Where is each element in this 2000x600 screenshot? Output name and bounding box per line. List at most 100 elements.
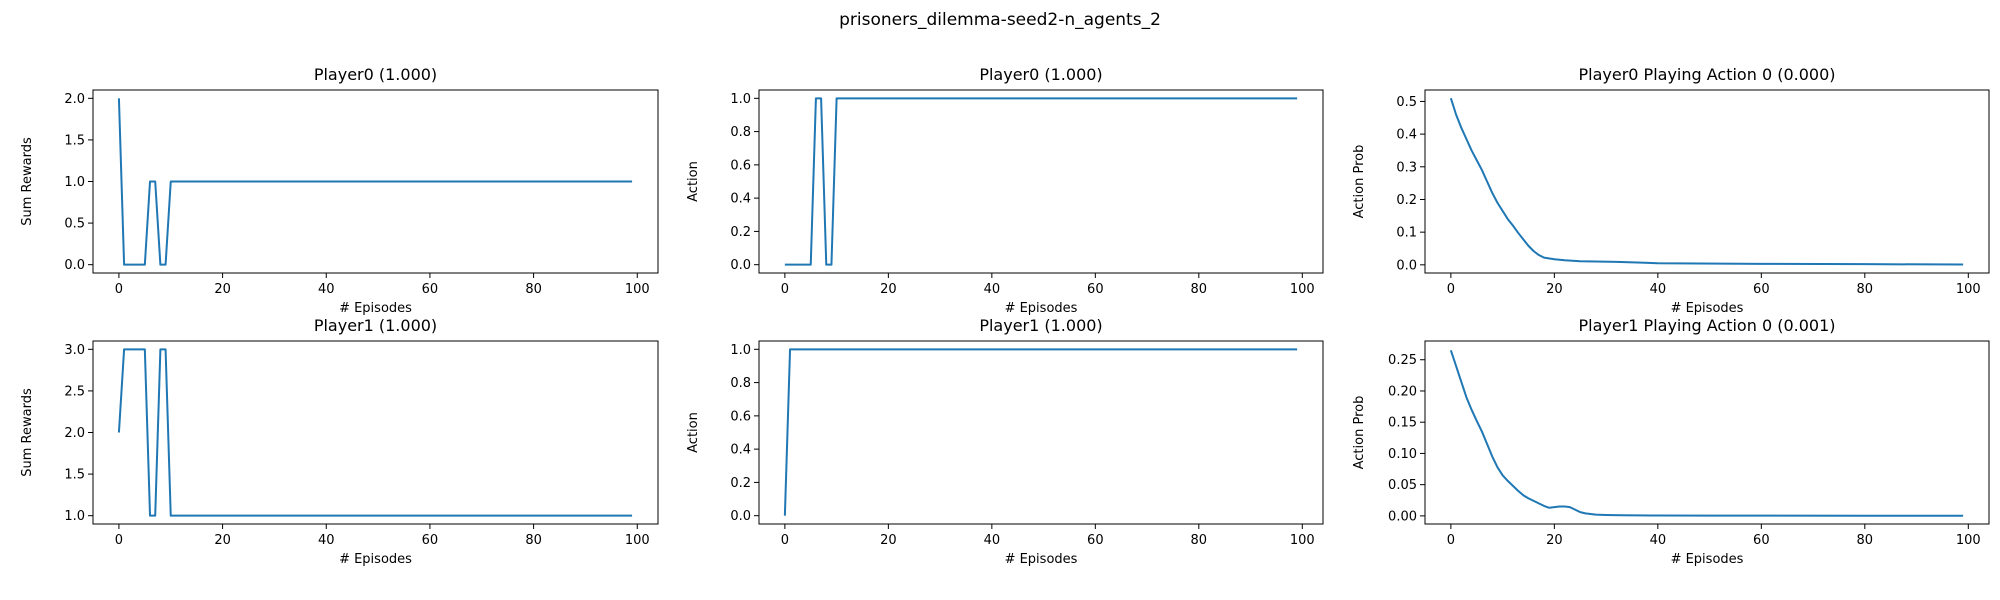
subplot-1: Player0 (1.000) 0 20 40 60 80 100 0.0 0.2 0.4 0.6 0… <box>686 65 1324 316</box>
x-tick-label: 20 <box>1546 533 1563 548</box>
x-tick-label: 100 <box>1290 282 1315 297</box>
y-axis-label: Action Prob <box>1352 145 1367 219</box>
y-tick-label: 0.2 <box>1396 193 1417 208</box>
plot-frame <box>92 89 659 274</box>
y-tick-label: 0.4 <box>1396 128 1417 143</box>
y-tick-label: 0.25 <box>1388 353 1417 368</box>
x-tick-label: 20 <box>880 533 897 548</box>
x-tick-label: 0 <box>781 533 789 548</box>
y-tick-label: 0.0 <box>730 258 751 273</box>
y-tick-label: 0.1 <box>1396 226 1417 241</box>
plot-frame <box>758 89 1324 274</box>
series-line <box>117 348 633 517</box>
x-tick-label: 100 <box>625 282 650 297</box>
x-tick-label: 0 <box>781 282 789 297</box>
y-tick-label: 0.8 <box>730 125 751 140</box>
x-axis-label: # Episodes <box>339 552 412 567</box>
x-tick-label: 60 <box>1753 282 1770 297</box>
y-axis-label: Action Prob <box>1352 396 1367 470</box>
plot-frame <box>92 340 659 525</box>
x-tick-label: 20 <box>880 282 897 297</box>
subplot-4: Player1 (1.000) 0 20 40 60 80 100 0.0 0.2 0.4 0.6 0… <box>686 316 1324 567</box>
y-tick-label: 1.5 <box>64 133 85 148</box>
x-tick-label: 100 <box>1290 533 1315 548</box>
x-axis-label: # Episodes <box>1005 552 1078 567</box>
y-tick-label: 0.2 <box>730 476 751 491</box>
x-tick-label: 40 <box>984 533 1001 548</box>
y-tick-label: 0.10 <box>1388 447 1417 462</box>
x-tick-label: 0 <box>1447 533 1455 548</box>
x-tick-label: 80 <box>525 533 542 548</box>
x-tick-label: 80 <box>1191 282 1208 297</box>
y-tick-label: 0.4 <box>730 443 751 458</box>
x-tick-label: 60 <box>1087 533 1104 548</box>
x-tick-label: 40 <box>318 282 335 297</box>
y-tick-label: 0.0 <box>1396 258 1417 273</box>
y-tick-label: 0.00 <box>1388 509 1417 524</box>
x-tick-label: 40 <box>1650 282 1667 297</box>
y-tick-label: 1.5 <box>64 468 85 483</box>
y-tick-label: 0.15 <box>1388 416 1417 431</box>
x-tick-label: 0 <box>115 533 123 548</box>
x-tick-label: 80 <box>1857 533 1874 548</box>
y-tick-label: 1.0 <box>730 343 751 358</box>
y-tick-label: 0.6 <box>730 409 751 424</box>
y-tick-label: 0.2 <box>730 225 751 240</box>
y-axis-label: Action <box>686 412 701 453</box>
y-tick-label: 2.5 <box>64 384 85 399</box>
series-line <box>784 97 1298 266</box>
y-tick-label: 0.0 <box>730 509 751 524</box>
x-tick-label: 100 <box>1956 533 1981 548</box>
x-tick-label: 20 <box>214 282 231 297</box>
subplot-grid: Player0 (1.000) 0 20 40 60 80 100 0.0 0.5 1.0 1.5 2… <box>20 65 1990 567</box>
subplot-3: Player1 (1.000) 0 20 40 60 80 100 1.0 1.5 2.0 2.5 3… <box>20 316 659 567</box>
series-line <box>1449 350 1964 517</box>
x-tick-label: 20 <box>214 533 231 548</box>
x-tick-label: 100 <box>1956 282 1981 297</box>
series-line <box>1449 97 1964 266</box>
x-tick-label: 80 <box>1191 533 1208 548</box>
x-tick-label: 80 <box>1857 282 1874 297</box>
x-axis-label: # Episodes <box>339 301 412 316</box>
y-tick-label: 1.0 <box>64 175 85 190</box>
x-tick-label: 40 <box>1650 533 1667 548</box>
y-tick-label: 0.6 <box>730 158 751 173</box>
subplot-2: Player0 Playing Action 0 (0.000) 0 20 40 60 8… <box>1352 65 1990 316</box>
y-tick-label: 0.4 <box>730 192 751 207</box>
y-tick-label: 0.20 <box>1388 384 1417 399</box>
subplot-title: Player0 Playing Action 0 (0.000) <box>1579 65 1836 84</box>
figure-suptitle: prisoners_dilemma-seed2-n_agents_2 <box>839 10 1161 30</box>
y-tick-label: 1.0 <box>730 92 751 107</box>
x-tick-label: 60 <box>422 533 439 548</box>
y-tick-label: 0.5 <box>1396 95 1417 110</box>
plot-frame <box>1424 89 1990 274</box>
y-tick-label: 0.8 <box>730 376 751 391</box>
y-tick-label: 0.5 <box>64 217 85 232</box>
subplot-title: Player0 (1.000) <box>979 65 1102 84</box>
y-tick-label: 3.0 <box>64 343 85 358</box>
y-tick-label: 2.0 <box>64 426 85 441</box>
y-tick-label: 1.0 <box>64 509 85 524</box>
y-tick-label: 0.0 <box>64 258 85 273</box>
subplot-title: Player1 Playing Action 0 (0.001) <box>1579 316 1836 335</box>
plot-frame <box>758 340 1324 525</box>
y-axis-label: Action <box>686 161 701 202</box>
series-line <box>117 98 633 266</box>
subplot-title: Player0 (1.000) <box>314 65 437 84</box>
x-axis-label: # Episodes <box>1671 552 1744 567</box>
subplot-5: Player1 Playing Action 0 (0.001) 0 20 40 60 8… <box>1352 316 1990 567</box>
x-tick-label: 80 <box>525 282 542 297</box>
y-axis-label: Sum Rewards <box>20 137 35 226</box>
y-axis-label: Sum Rewards <box>20 388 35 477</box>
x-tick-label: 0 <box>1447 282 1455 297</box>
y-tick-label: 2.0 <box>64 92 85 107</box>
x-axis-label: # Episodes <box>1671 301 1744 316</box>
x-tick-label: 60 <box>1753 533 1770 548</box>
x-tick-label: 100 <box>625 533 650 548</box>
x-tick-label: 60 <box>1087 282 1104 297</box>
series-line <box>783 348 1298 516</box>
y-tick-label: 0.3 <box>1396 160 1417 175</box>
subplot-0: Player0 (1.000) 0 20 40 60 80 100 0.0 0.5 1.0 1.5 2… <box>20 65 659 316</box>
subplot-title: Player1 (1.000) <box>314 316 437 335</box>
